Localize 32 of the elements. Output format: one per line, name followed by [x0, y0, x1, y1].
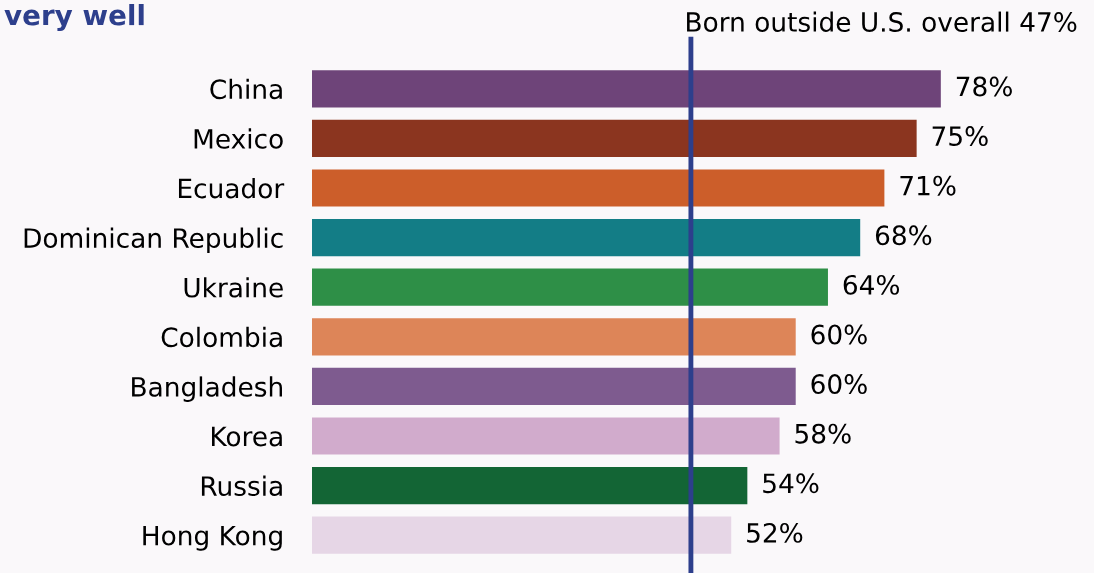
bar: [312, 219, 861, 257]
data-label: 71%: [900, 175, 956, 196]
y-tick-label: Dominican Republic: [24, 227, 283, 254]
y-tick-label: Ecuador: [178, 177, 285, 199]
y-tick-label: Ukraine: [184, 277, 283, 298]
y-tick-label: China: [210, 78, 282, 100]
bar: [312, 417, 780, 455]
bar: [312, 367, 796, 405]
data-label: 60%: [811, 324, 867, 345]
bar: [312, 467, 748, 505]
y-tick-label: Hong Kong: [143, 525, 282, 551]
y-tick-label: Russia: [201, 475, 282, 496]
bar: [312, 318, 796, 356]
y-tick-label: Korea: [212, 426, 282, 447]
bar: [312, 70, 941, 108]
bar: [312, 119, 917, 157]
y-tick-label: Bangladesh: [132, 376, 282, 402]
ref-line-label: Born outside U.S. overall 47%: [687, 11, 1077, 32]
data-label: 68%: [875, 225, 932, 246]
bar: [312, 169, 885, 207]
bar: [312, 268, 828, 306]
data-label: 58%: [795, 423, 851, 444]
data-label: 64%: [843, 274, 900, 295]
y-tick-label: Colombia: [161, 326, 282, 348]
text: very well: [4, 4, 144, 32]
data-label: 78%: [956, 76, 1012, 97]
data-label: 75%: [932, 126, 988, 147]
y-tick-label: Mexico: [194, 128, 283, 149]
data-label: 60%: [811, 374, 867, 395]
data-label: 52%: [747, 522, 803, 543]
data-label: 54%: [763, 473, 819, 494]
bar: [312, 516, 732, 554]
